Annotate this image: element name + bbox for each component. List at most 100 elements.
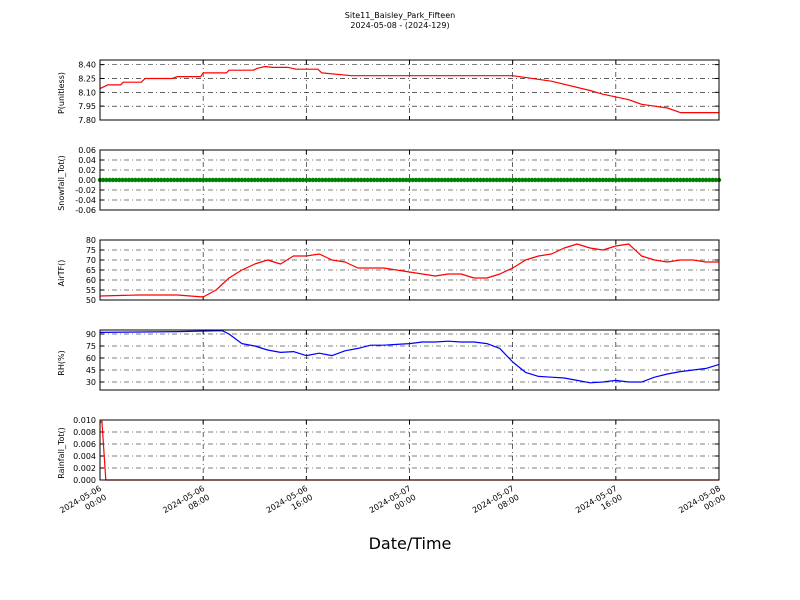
y-tick-label: 0.00 (78, 176, 96, 185)
scatter-point (700, 177, 706, 183)
scatter-point (346, 177, 351, 183)
scatter-point (213, 177, 219, 183)
scatter-point (516, 177, 522, 183)
scatter-point (223, 177, 228, 183)
y-tick-label: -0.04 (75, 196, 96, 205)
scatter-point (445, 177, 451, 183)
scatter-point (133, 177, 138, 183)
scatter-point (204, 177, 209, 183)
scatter-point (304, 177, 309, 183)
scatter-point (629, 177, 635, 183)
scatter-point (162, 177, 167, 183)
scatter-point (410, 177, 415, 183)
scatter-point (494, 177, 499, 183)
scatter-point (107, 177, 112, 183)
scatter-point (352, 177, 357, 183)
scatter-point (600, 177, 606, 183)
scatter-point (139, 177, 145, 183)
scatter-point (120, 177, 125, 183)
scatter-point (452, 177, 457, 183)
scatter-point (307, 177, 312, 183)
scatter-point (188, 177, 193, 183)
scatter-point (265, 177, 270, 183)
title-line-1: Site11_Baisley_Park_Fifteen (344, 11, 456, 20)
scatter-point (497, 177, 502, 183)
scatter-point (300, 177, 306, 183)
scatter-point (236, 177, 241, 183)
scatter-point (420, 177, 425, 183)
scatter-point (152, 177, 158, 183)
axes-frame (99, 239, 720, 301)
figure-title: Site11_Baisley_Park_Fifteen 2024-05-08 -… (0, 11, 800, 31)
scatter-point (358, 177, 364, 183)
y-tick-label: -0.06 (75, 206, 96, 215)
scatter-point (691, 177, 696, 183)
y-tick-label: 0.02 (78, 166, 96, 175)
scatter-point (568, 177, 573, 183)
scatter-point (320, 177, 325, 183)
scatter-point (371, 177, 377, 183)
scatter-point (126, 177, 132, 183)
y-tick-label: 55 (86, 286, 96, 295)
scatter-point (513, 177, 519, 183)
scatter-point (113, 177, 119, 183)
scatter-point (384, 177, 390, 183)
scatter-point (603, 177, 609, 183)
scatter-point (375, 177, 380, 183)
scatter-point (323, 177, 328, 183)
scatter-point (565, 177, 570, 183)
y-axis-label: Rainfall_Tot() (57, 427, 66, 479)
subplot-5: 0.000 0.002 0.004 0.006 0.008 0.010 Rainfall_T… (57, 416, 720, 485)
scatter-point (642, 177, 648, 183)
x-tick-label: 2024-05-0800:00 (677, 484, 727, 524)
scatter-point (407, 177, 412, 183)
scatter-point (713, 177, 718, 183)
scatter-point (591, 177, 596, 183)
scatter-point (155, 177, 161, 183)
y-tick-label: 0.04 (78, 156, 96, 165)
y-tick-label: 90 (86, 330, 96, 339)
scatter-point (471, 177, 477, 183)
scatter-point (284, 177, 290, 183)
scatter-point (142, 177, 148, 183)
scatter-point (542, 177, 548, 183)
y-tick-label: 8.10 (78, 88, 96, 97)
y-tick-label: 60 (86, 276, 96, 285)
scatter-point (652, 177, 657, 183)
scatter-point (649, 177, 654, 183)
y-tick-label: 75 (86, 342, 96, 351)
scatter-point (645, 177, 651, 183)
y-tick-label: 7.80 (78, 116, 96, 125)
subplot-2: -0.06-0.04-0.020.000.020.040.06 Snowfall_… (57, 146, 722, 215)
scatter-point (610, 177, 615, 183)
y-tick-label: 80 (86, 236, 96, 245)
scatter-point (500, 177, 506, 183)
scatter-point (268, 177, 274, 183)
axes-frame (99, 59, 720, 121)
scatter-point (558, 177, 564, 183)
scatter-point (258, 177, 264, 183)
scatter-point (545, 177, 551, 183)
scatter-point (275, 177, 280, 183)
scatter-point (555, 177, 561, 183)
scatter-point (104, 177, 109, 183)
scatter-point (526, 177, 531, 183)
scatter-point (339, 177, 344, 183)
scatter-point (468, 177, 473, 183)
y-tick-label: 75 (86, 246, 96, 255)
y-tick-label: 0.000 (73, 476, 96, 485)
axes-frame (99, 149, 720, 211)
scatter-point (597, 177, 602, 183)
x-tick-label: 2024-05-0616:00 (265, 484, 315, 524)
scatter-point (574, 177, 580, 183)
scatter-point (504, 177, 509, 183)
y-tick-label: 30 (86, 378, 96, 387)
scatter-point (562, 177, 567, 183)
scatter-point (252, 177, 257, 183)
scatter-point (233, 177, 238, 183)
scatter-point (329, 177, 335, 183)
scatter-point (146, 177, 151, 183)
scatter-point (584, 177, 590, 183)
y-tick-label: 0.002 (73, 464, 96, 473)
